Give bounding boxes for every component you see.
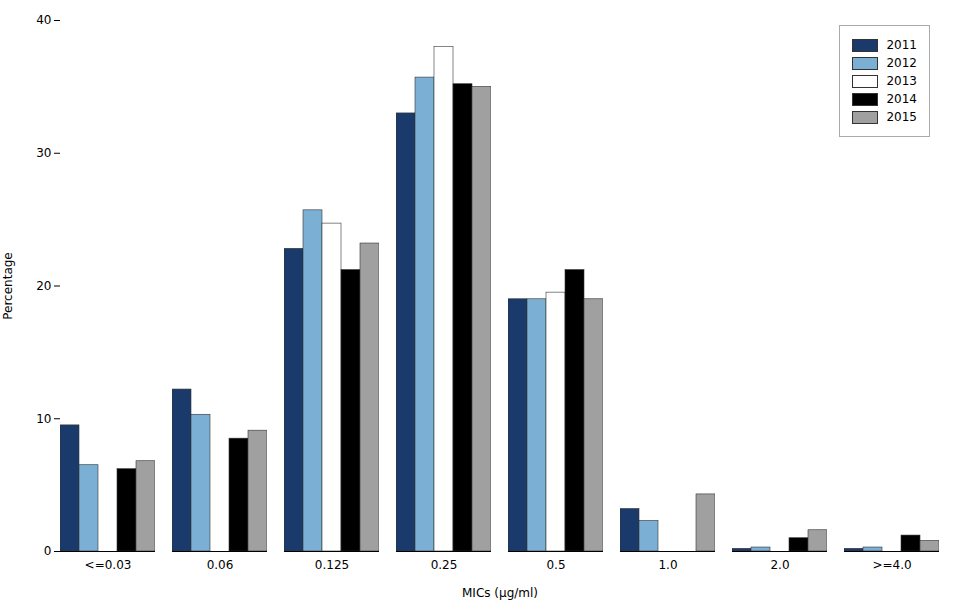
svg-text:1.0: 1.0 [658,558,677,572]
svg-text:30: 30 [36,146,51,160]
html-text:2013: 2013 [886,74,917,88]
svg-text:40: 40 [36,13,51,27]
svg-text:MICs (μg/ml): MICs (μg/ml) [462,586,538,600]
svg-text:0.25: 0.25 [431,558,458,572]
svg-text:2.0: 2.0 [770,558,789,572]
html-text:2011: 2011 [886,38,917,52]
svg-text:20: 20 [36,279,51,293]
svg-text:>=4.0: >=4.0 [872,558,911,572]
html-text:2012: 2012 [886,56,917,70]
svg-text:Percentage: Percentage [1,252,15,320]
html-text:2015: 2015 [886,110,917,124]
svg-text:0.125: 0.125 [315,558,349,572]
svg-text:0.06: 0.06 [207,558,234,572]
svg-text:0.5: 0.5 [546,558,565,572]
svg-text:0: 0 [44,544,52,558]
html-text:2014: 2014 [886,92,917,106]
svg-text:<=0.03: <=0.03 [85,558,132,572]
svg-text:10: 10 [36,412,51,426]
